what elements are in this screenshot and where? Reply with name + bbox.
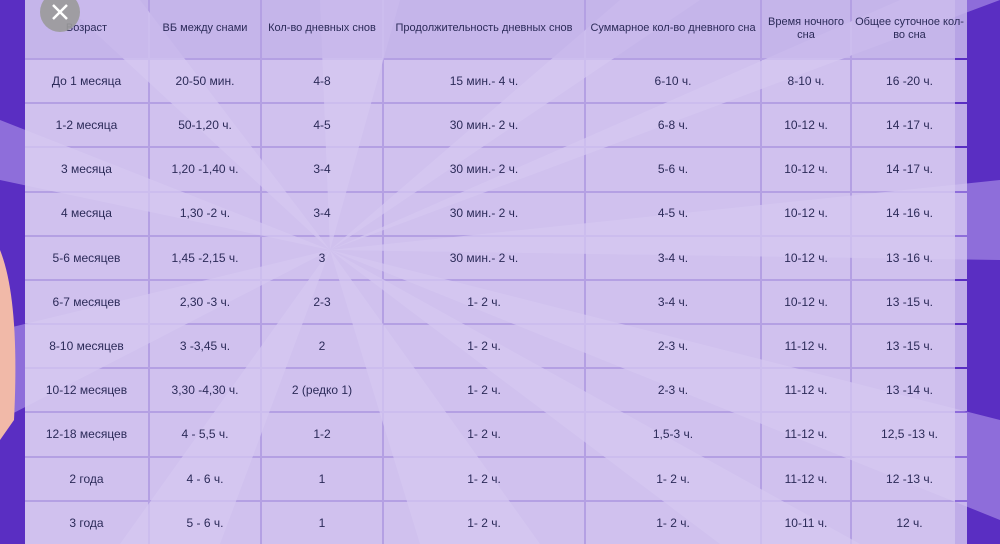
header-cell: Суммарное кол-во дневного сна (586, 0, 760, 58)
table-cell: 1- 2 ч. (384, 325, 584, 368)
table-cell: 4 месяца (25, 192, 148, 235)
table-cell: 4 - 6 ч. (150, 457, 260, 500)
table-cell: 20-50 мин. (150, 60, 260, 103)
table-cell: 14 -16 ч. (852, 192, 967, 235)
table-cell: 13 -16 ч. (852, 236, 967, 279)
table-cell: 2-3 (262, 280, 382, 324)
table-cell: 12 -13 ч. (852, 457, 967, 500)
table-cell: 2,30 -3 ч. (150, 280, 260, 324)
table-cell: 1- 2 ч. (384, 501, 584, 544)
table-cell: 11-12 ч. (762, 413, 850, 456)
table-cell: 1- 2 ч. (384, 457, 584, 500)
table-cell: 1 (262, 457, 382, 500)
table-cell: 3-4 ч. (586, 236, 760, 279)
table-cell: 1,30 -2 ч. (150, 192, 260, 235)
table-cell: 1- 2 ч. (586, 457, 760, 500)
table-cell: 10-12 ч. (762, 104, 850, 147)
header-cell: ВБ между снами (150, 0, 260, 58)
table-cell: 2-3 ч. (586, 369, 760, 412)
table-cell: 12-18 месяцев (25, 413, 148, 456)
table-cell: 4 - 5,5 ч. (150, 413, 260, 456)
table-cell: 11-12 ч. (762, 457, 850, 500)
table-cell: 4-8 (262, 60, 382, 103)
table-cell: 3 -3,45 ч. (150, 325, 260, 368)
table-cell: 4-5 (262, 104, 382, 147)
header-cell: Кол-во дневных снов (262, 0, 382, 58)
table-cell: 8-10 ч. (762, 60, 850, 103)
table-cell: 1- 2 ч. (586, 501, 760, 544)
table-cell: 2 (редко 1) (262, 369, 382, 412)
header-cell: Общее суточное кол-во сна (852, 0, 967, 58)
table-cell: 30 мин.- 2 ч. (384, 104, 584, 147)
table-cell: 16 -20 ч. (852, 60, 967, 103)
table-cell: 13 -14 ч. (852, 369, 967, 412)
table-cell: 1-2 месяца (25, 104, 148, 147)
table-cell: 10-12 ч. (762, 148, 850, 191)
table-cell: 3-4 (262, 192, 382, 235)
header-cell: Время ночного сна (762, 0, 850, 58)
table-cell: 5-6 месяцев (25, 236, 148, 279)
table-cell: 1-2 (262, 413, 382, 456)
table-cell: 30 мин.- 2 ч. (384, 148, 584, 191)
table-cell: 5 - 6 ч. (150, 501, 260, 544)
table-cell: 10-12 месяцев (25, 369, 148, 412)
table-cell: 1 (262, 501, 382, 544)
table-cell: 8-10 месяцев (25, 325, 148, 368)
table-cell: 14 -17 ч. (852, 104, 967, 147)
table-cell: 11-12 ч. (762, 325, 850, 368)
table-cell: 14 -17 ч. (852, 148, 967, 191)
table-cell: 15 мин.- 4 ч. (384, 60, 584, 103)
header-cell: Продолжительность дневных снов (384, 0, 584, 58)
table-cell: 6-7 месяцев (25, 280, 148, 324)
table-cell: 30 мин.- 2 ч. (384, 192, 584, 235)
table-cell: 3 (262, 236, 382, 279)
table-cell: 6-10 ч. (586, 60, 760, 103)
table-cell: 10-12 ч. (762, 236, 850, 279)
table-cell: 2 года (25, 457, 148, 500)
table-cell: 12 ч. (852, 501, 967, 544)
sleep-table: Возраст ВБ между снами Кол-во дневных снов… (25, 0, 967, 544)
table-cell: 3,30 -4,30 ч. (150, 369, 260, 412)
close-button[interactable] (38, 0, 82, 34)
table-cell: 4-5 ч. (586, 192, 760, 235)
table-cell: 13 -15 ч. (852, 325, 967, 368)
table-cell: До 1 месяца (25, 60, 148, 103)
table-cell: 2 (262, 325, 382, 368)
table-cell: 5-6 ч. (586, 148, 760, 191)
hand (0, 250, 16, 440)
table-cell: 50-1,20 ч. (150, 104, 260, 147)
table-cell: 11-12 ч. (762, 369, 850, 412)
table-cell: 3-4 ч. (586, 280, 760, 324)
table-cell: 3 года (25, 501, 148, 544)
table-cell: 1- 2 ч. (384, 369, 584, 412)
table-cell: 1,5-3 ч. (586, 413, 760, 456)
table-cell: 30 мин.- 2 ч. (384, 236, 584, 279)
table-cell: 1- 2 ч. (384, 413, 584, 456)
table-cell: 6-8 ч. (586, 104, 760, 147)
table-cell: 1,20 -1,40 ч. (150, 148, 260, 191)
table-cell: 12,5 -13 ч. (852, 413, 967, 456)
table-cell: 3-4 (262, 148, 382, 191)
table-cell: 10-11 ч. (762, 501, 850, 544)
table-cell: 13 -15 ч. (852, 280, 967, 324)
table-cell: 1,45 -2,15 ч. (150, 236, 260, 279)
table-cell: 1- 2 ч. (384, 280, 584, 324)
table-cell: 10-12 ч. (762, 280, 850, 324)
table-cell: 2-3 ч. (586, 325, 760, 368)
table-cell: 3 месяца (25, 148, 148, 191)
table-cell: 10-12 ч. (762, 192, 850, 235)
